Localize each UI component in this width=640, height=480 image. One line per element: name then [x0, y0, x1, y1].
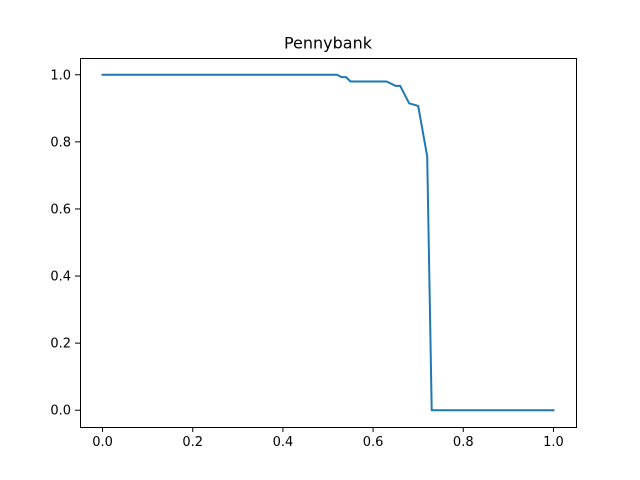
y-axis-ticks: 0.0 0.2 0.4 0.6 0.8 1.0: [50, 68, 80, 419]
x-tick-label: 0.6: [363, 435, 384, 450]
y-tick-label: 0.0: [50, 404, 71, 419]
y-tick-label: 0.2: [50, 337, 71, 352]
x-tick-label: 0.8: [453, 435, 474, 450]
x-tick-label: 0.4: [273, 435, 294, 450]
x-axis-ticks: 0.0 0.2 0.4 0.6 0.8 1.0: [92, 427, 564, 450]
y-tick-label: 0.4: [50, 270, 71, 285]
series-line: [101, 73, 555, 412]
y-tick-label: 0.8: [50, 135, 71, 150]
axes-frame: [80, 58, 577, 428]
x-tick-label: 0.0: [92, 435, 113, 450]
chart-title: Pennybank: [284, 34, 373, 53]
x-tick-label: 1.0: [543, 435, 564, 450]
x-tick-label: 0.2: [182, 435, 203, 450]
y-tick-label: 0.6: [50, 202, 71, 217]
y-tick-label: 1.0: [50, 68, 71, 83]
